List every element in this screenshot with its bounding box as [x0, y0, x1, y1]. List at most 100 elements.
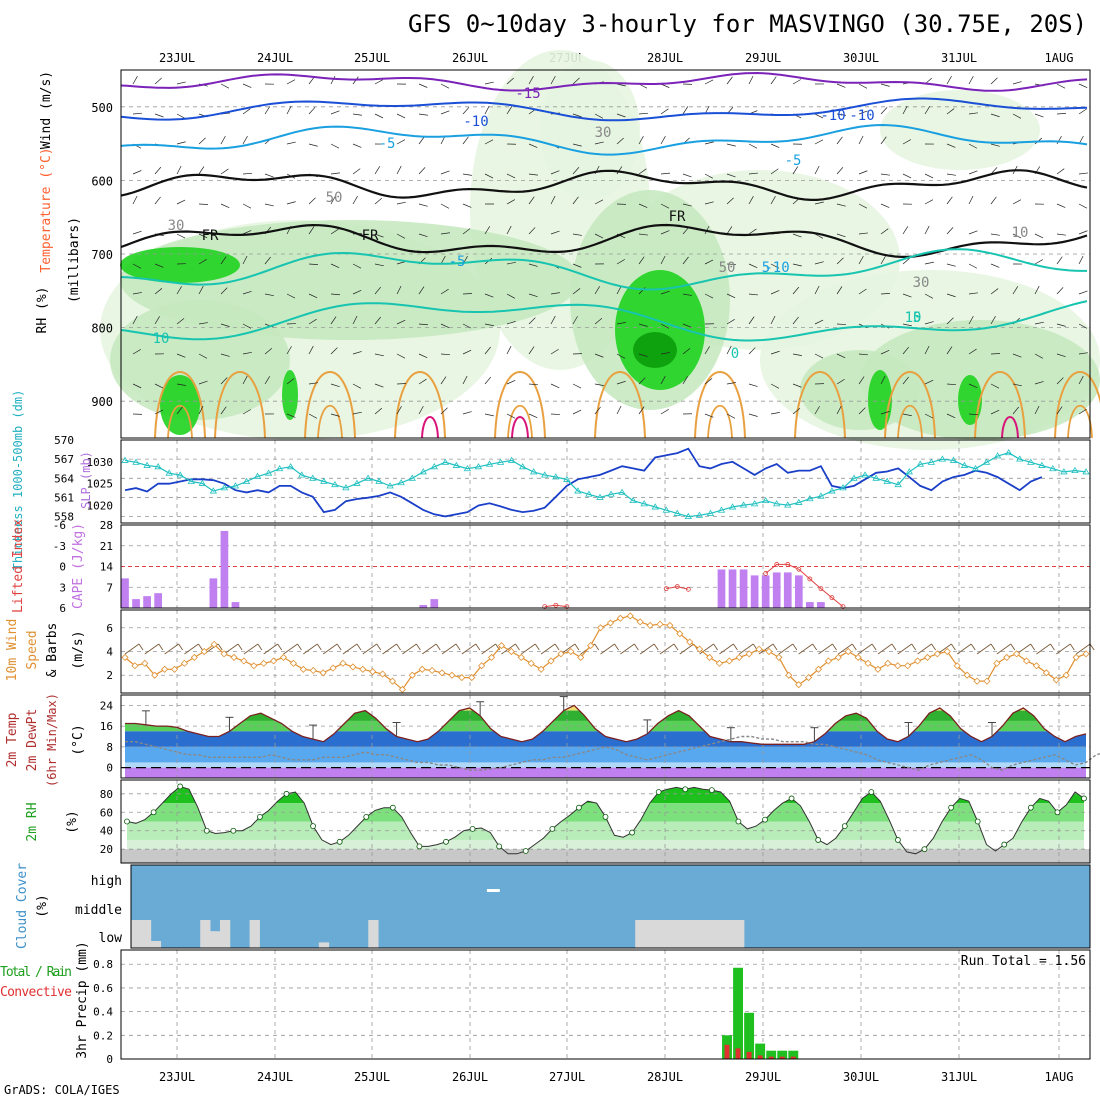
thickness-marker — [474, 463, 483, 470]
convective-bar — [790, 1056, 796, 1059]
wind-barb — [418, 353, 428, 359]
wind-barb — [572, 196, 579, 205]
wind-barb — [198, 258, 207, 265]
wind-barb — [832, 643, 837, 651]
wind-barb — [836, 233, 846, 238]
wind-barb — [1034, 233, 1044, 239]
slp-tick-label: 1020 — [87, 500, 114, 513]
wind-barb — [198, 380, 208, 385]
thickness-marker — [596, 493, 604, 500]
wind-barb — [660, 409, 669, 415]
rh-axis-label: 2m RH — [25, 802, 40, 841]
wind-barb — [242, 203, 252, 209]
rh-shading — [880, 90, 1040, 170]
wind-barb — [858, 170, 868, 175]
wind-speed-marker — [428, 666, 436, 675]
wind-barb — [506, 321, 516, 325]
wind-barb — [748, 293, 758, 296]
wind-barb — [484, 346, 491, 355]
wind-barb — [653, 643, 659, 651]
wind-barb — [176, 233, 186, 239]
wind-barb — [968, 315, 974, 325]
convective-bar — [779, 1056, 785, 1059]
wind-barb — [572, 263, 582, 268]
thickness-marker — [883, 477, 891, 484]
precip-tick-label: 0 — [106, 1053, 113, 1066]
rh-marker — [1027, 804, 1034, 811]
wind-barb — [316, 643, 322, 651]
wind-barb — [528, 76, 534, 85]
wind-speed-marker — [299, 665, 307, 673]
temp-unit-label: (°C) — [71, 724, 86, 755]
temp-axis-label-2: 2m DewPt — [25, 709, 40, 772]
wind-barb — [1012, 286, 1019, 295]
wind-barb — [352, 383, 362, 389]
wind-barb — [968, 143, 978, 149]
wind-barb — [484, 413, 494, 417]
wind-barb — [220, 377, 228, 385]
wind-barb — [154, 77, 162, 85]
wind-barb — [481, 643, 496, 655]
convective-bar — [724, 1044, 730, 1059]
wind-barb — [660, 230, 670, 235]
wind-speed-marker — [220, 650, 228, 658]
wind-speed-marker — [933, 650, 941, 658]
wind-barb — [902, 323, 912, 327]
wind-barb — [792, 263, 802, 267]
rain-bar — [755, 1043, 766, 1059]
cape-bar — [132, 599, 140, 608]
hot-contour — [511, 416, 529, 439]
wind-barb — [902, 173, 912, 179]
wind-barb — [506, 77, 514, 85]
lifted-index-line — [544, 604, 567, 608]
rh-marker — [310, 823, 316, 830]
temp-tick-label: 8 — [106, 741, 113, 754]
wind-barb — [660, 203, 670, 209]
rh-band — [127, 839, 1084, 850]
wind-barb — [220, 256, 227, 265]
wind-speed-marker — [834, 653, 842, 661]
wind-barb — [506, 345, 512, 355]
freezing-level-contour — [120, 223, 1088, 258]
wind-barb — [924, 199, 934, 205]
thickness-marker — [784, 501, 792, 508]
wind-barb — [257, 643, 263, 651]
cloud-background — [131, 865, 1090, 948]
contour-label: -5 — [379, 136, 396, 152]
low-cloud-bar — [318, 942, 330, 948]
wind-barb — [990, 113, 1000, 118]
wind-barb — [880, 375, 886, 385]
wind-barb — [836, 113, 846, 116]
wind-speed-marker — [953, 662, 961, 670]
wind-barb — [594, 286, 600, 295]
wind-barb — [154, 383, 164, 389]
wind-barb — [572, 383, 582, 389]
wind-axis-label-2: Speed — [25, 630, 40, 669]
wind-barb — [484, 105, 490, 115]
temp-frame — [120, 694, 1091, 779]
wind-barb — [682, 173, 692, 178]
wind-barb — [682, 376, 688, 385]
rh-tick-label: 80 — [100, 788, 113, 801]
wind-barb — [858, 203, 868, 209]
rh-marker — [203, 827, 210, 834]
wind-barb — [772, 643, 778, 651]
wind-barb — [836, 136, 843, 145]
wind-barb — [814, 285, 820, 295]
wind-barb — [418, 378, 427, 385]
precip-tick-label: 0.6 — [93, 982, 113, 995]
thickness-marker — [1049, 464, 1057, 472]
wind-speed-marker — [200, 647, 208, 656]
wind-barb — [748, 347, 756, 355]
thickness-marker — [717, 506, 726, 513]
wind-barb — [682, 323, 692, 328]
wind-barb — [1056, 136, 1062, 145]
wind-barb — [396, 643, 401, 651]
low-cloud-bar — [704, 920, 715, 948]
wind-barb — [748, 172, 758, 175]
wind-barb — [1012, 233, 1022, 239]
wind-speed-marker — [547, 657, 555, 665]
wind-barb — [441, 643, 457, 655]
thickness-marker — [706, 509, 715, 516]
wind-barb — [990, 353, 1001, 355]
